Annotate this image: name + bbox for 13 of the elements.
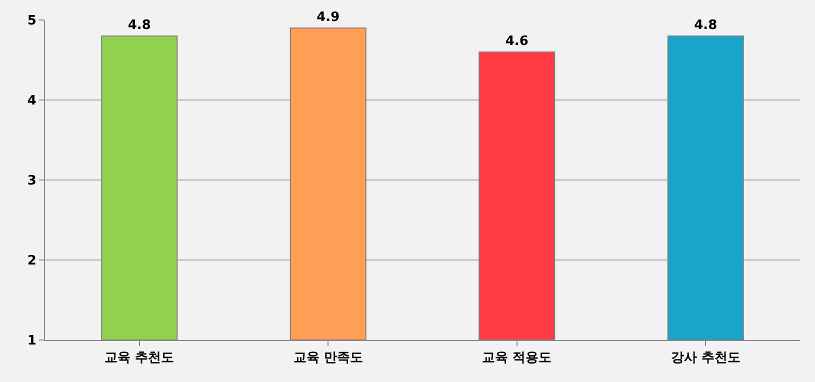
y-tick-label: 5 [27,14,36,29]
x-tick-label: 교육 만족도 [293,350,363,366]
y-tick-label: 3 [27,174,36,189]
data-label: 4.8 [694,18,718,33]
data-label: 4.6 [505,34,528,49]
data-label: 4.8 [128,18,151,33]
y-tick-label: 4 [27,94,36,109]
x-tick-label: 교육 추천도 [104,350,174,366]
data-label: 4.9 [316,10,340,25]
x-tick-label: 교육 적용도 [482,350,552,366]
y-tick-label: 2 [27,254,36,269]
y-tick-label: 1 [27,334,36,349]
x-tick-label: 강사 추천도 [670,350,740,366]
